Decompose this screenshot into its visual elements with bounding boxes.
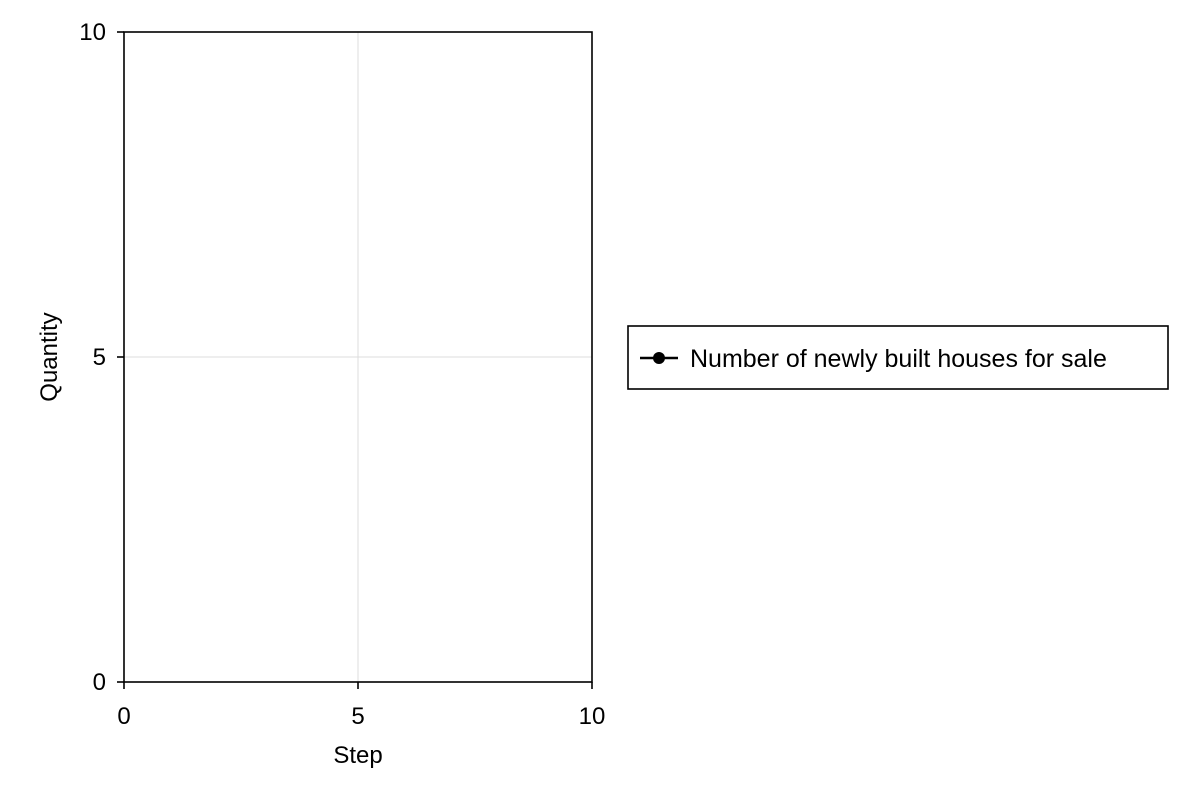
y-tick-label: 5 xyxy=(93,344,106,371)
grid-layer xyxy=(124,32,592,682)
tick-layer: 0 5 10 0 5 10 xyxy=(79,19,605,730)
y-tick-label: 0 xyxy=(93,669,106,696)
x-axis-label: Step xyxy=(333,742,382,769)
y-tick-label: 10 xyxy=(79,19,106,46)
y-axis-label: Quantity xyxy=(36,312,63,401)
legend: Number of newly built houses for sale xyxy=(627,325,1169,390)
x-tick-label: 5 xyxy=(351,703,364,730)
legend-marker-icon xyxy=(653,352,665,364)
legend-entry-label: Number of newly built houses for sale xyxy=(690,345,1107,373)
legend-box xyxy=(627,325,1169,390)
x-tick-label: 10 xyxy=(579,703,606,730)
x-tick-label: 0 xyxy=(117,703,130,730)
